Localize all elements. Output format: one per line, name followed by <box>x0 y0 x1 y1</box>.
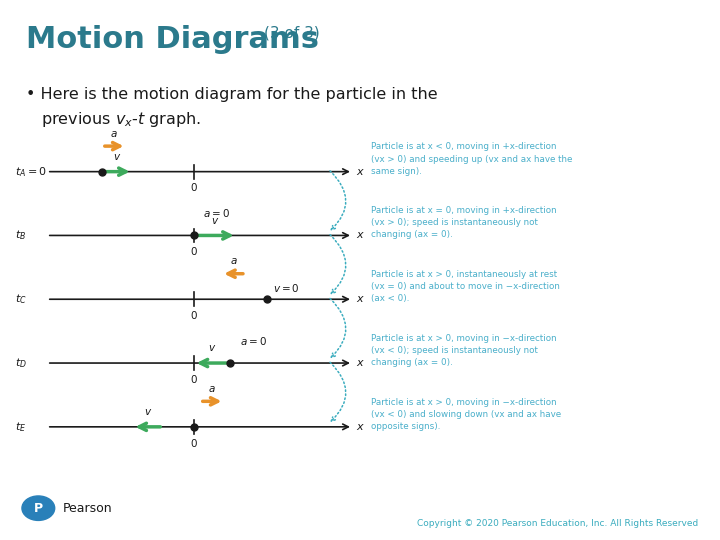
Text: 0: 0 <box>191 375 197 384</box>
Text: $v$: $v$ <box>208 343 216 354</box>
Text: $v$: $v$ <box>144 407 152 417</box>
Text: 0: 0 <box>191 438 197 449</box>
Text: $v = 0$: $v = 0$ <box>273 282 300 294</box>
Text: Copyright © 2020 Pearson Education, Inc. All Rights Reserved: Copyright © 2020 Pearson Education, Inc.… <box>417 519 698 528</box>
Text: Particle is at x < 0, moving in +x-direction
(vx > 0) and speeding up (vx and ax: Particle is at x < 0, moving in +x-direc… <box>371 143 572 176</box>
FancyArrowPatch shape <box>330 299 346 357</box>
Text: $x$: $x$ <box>356 167 365 177</box>
Text: $x$: $x$ <box>356 231 365 240</box>
Text: $a$: $a$ <box>110 129 118 139</box>
FancyArrowPatch shape <box>330 171 346 230</box>
Text: previous $v_x$-$t$ graph.: previous $v_x$-$t$ graph. <box>25 111 200 130</box>
Text: Particle is at x > 0, moving in −x-direction
(vx < 0) and slowing down (vx and a: Particle is at x > 0, moving in −x-direc… <box>371 397 561 431</box>
Text: $t_D$: $t_D$ <box>15 356 27 370</box>
Text: • Here is the motion diagram for the particle in the: • Here is the motion diagram for the par… <box>25 86 437 102</box>
Text: 0: 0 <box>191 247 197 257</box>
Text: $a$: $a$ <box>230 256 238 266</box>
Text: $t_A = 0$: $t_A = 0$ <box>15 165 47 179</box>
Text: $x$: $x$ <box>356 294 365 304</box>
FancyArrowPatch shape <box>330 362 346 421</box>
Text: P: P <box>34 502 43 515</box>
Text: $v$: $v$ <box>113 152 122 162</box>
Circle shape <box>22 496 55 521</box>
Text: 0: 0 <box>191 184 197 193</box>
Text: Pearson: Pearson <box>63 502 112 515</box>
Text: $t_B$: $t_B$ <box>15 228 26 242</box>
Text: $a = 0$: $a = 0$ <box>204 207 230 219</box>
FancyArrowPatch shape <box>330 235 346 294</box>
Text: Motion Diagrams: Motion Diagrams <box>25 25 318 55</box>
Text: $a$: $a$ <box>208 384 216 394</box>
Text: $t_C$: $t_C$ <box>15 292 27 306</box>
Text: $v$: $v$ <box>211 216 220 226</box>
Text: 0: 0 <box>191 311 197 321</box>
Text: $t_E$: $t_E$ <box>15 420 26 434</box>
Text: Particle is at x > 0, instantaneously at rest
(vx = 0) and about to move in −x-d: Particle is at x > 0, instantaneously at… <box>371 270 559 303</box>
Text: $x$: $x$ <box>356 422 365 432</box>
Text: Particle is at x > 0, moving in −x-direction
(vx < 0); speed is instantaneously : Particle is at x > 0, moving in −x-direc… <box>371 334 557 367</box>
Text: $x$: $x$ <box>356 358 365 368</box>
Text: Particle is at x = 0, moving in +x-direction
(vx > 0); speed is instantaneously : Particle is at x = 0, moving in +x-direc… <box>371 206 557 240</box>
Text: (3 of 3): (3 of 3) <box>264 25 320 40</box>
Text: $a = 0$: $a = 0$ <box>240 335 267 347</box>
